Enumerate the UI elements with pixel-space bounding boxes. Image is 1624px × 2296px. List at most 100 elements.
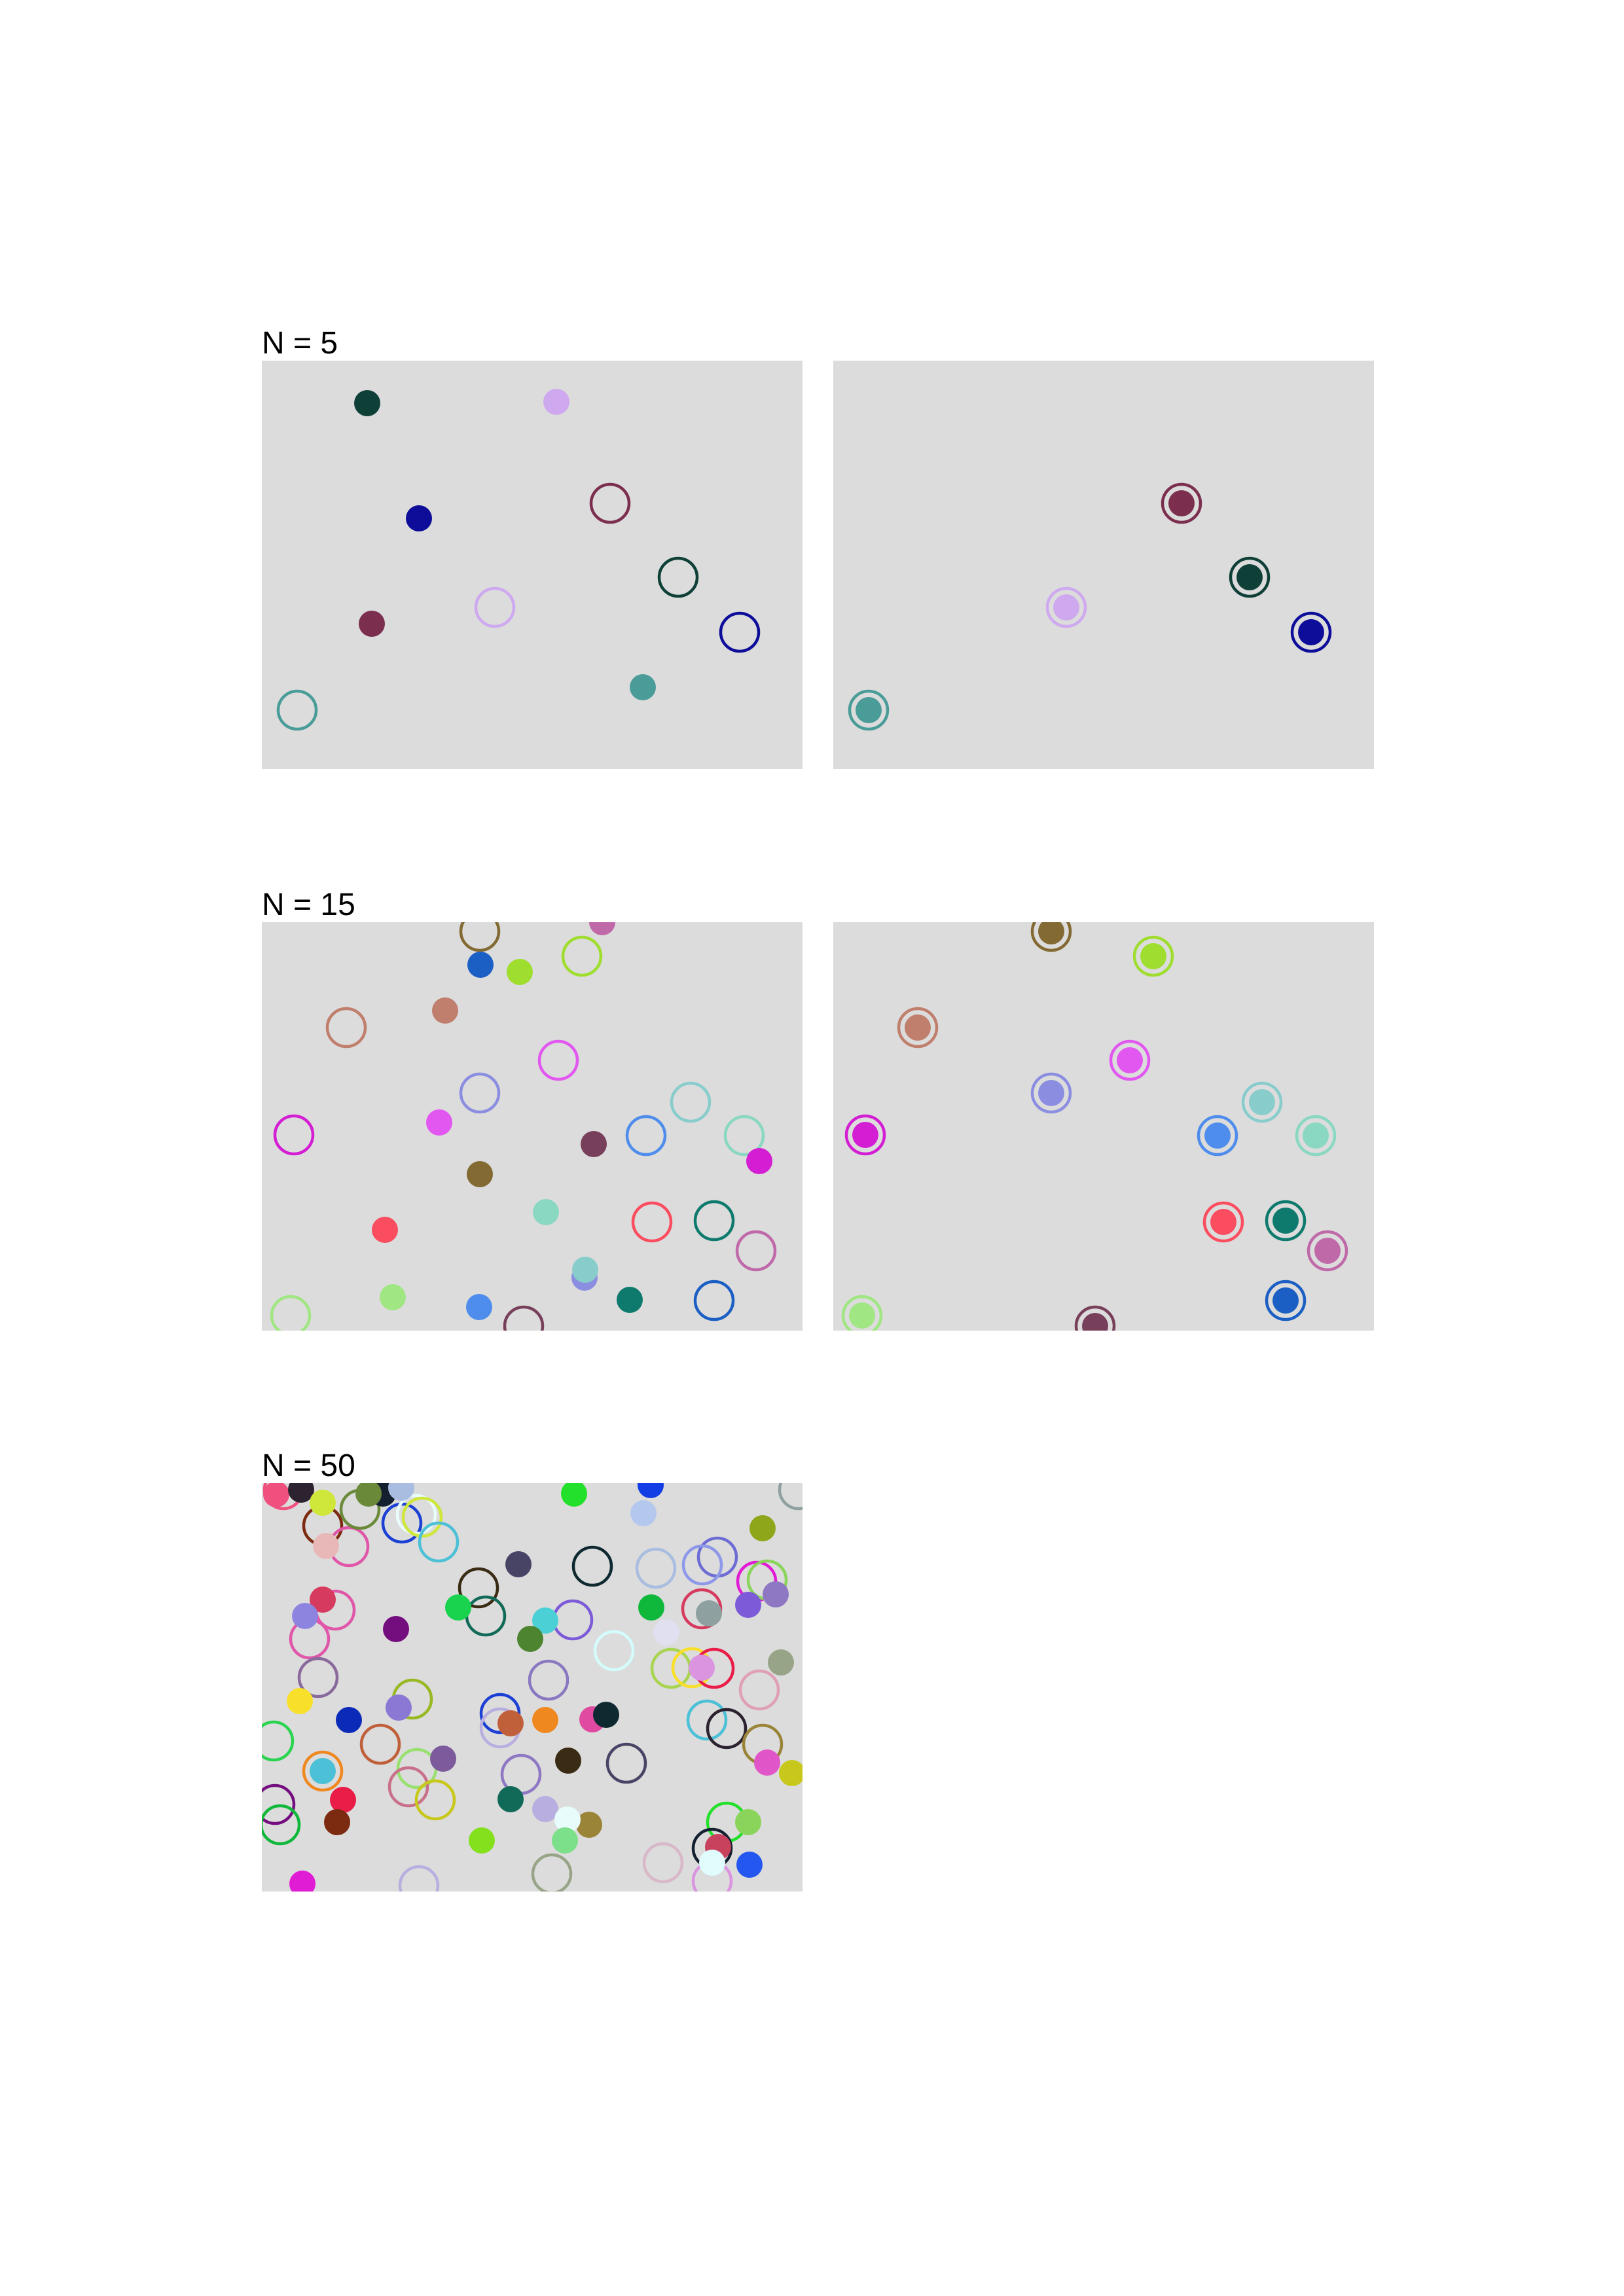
response-ring-n15-2	[325, 1007, 367, 1049]
overlay-dot-n15-8	[1303, 1122, 1329, 1149]
target-dot-n15-7	[467, 1161, 493, 1187]
target-dot-n50-12	[292, 1603, 318, 1629]
target-dot-n50-22	[768, 1649, 794, 1676]
section-label-n15: N = 15	[262, 888, 355, 922]
response-ring-n15-0	[459, 922, 501, 952]
overlay-ring-n5-2	[1045, 586, 1087, 628]
response-ring-n5-3	[719, 611, 761, 653]
target-dot-n50-38	[324, 1809, 350, 1835]
overlay-ring-n15-14	[1074, 1305, 1116, 1331]
response-ring-n5-1	[657, 556, 699, 598]
overlay-dot-n5-2	[1053, 594, 1079, 620]
target-dot-n50-41	[469, 1827, 495, 1854]
response-ring-n50-24	[528, 1659, 569, 1701]
target-dot-n50-30	[310, 1758, 336, 1784]
target-dot-n50-6	[638, 1483, 664, 1498]
target-dot-n15-14	[466, 1294, 492, 1320]
target-dot-n15-1	[507, 959, 533, 985]
target-dot-n50-45	[699, 1850, 725, 1876]
target-dot-n50-36	[497, 1786, 524, 1812]
overlay-ring-n15-12	[1265, 1280, 1307, 1321]
target-dot-n50-8	[749, 1515, 776, 1541]
response-ring-n50-12	[635, 1547, 677, 1589]
overlay-dot-n15-14	[1082, 1313, 1108, 1331]
target-panel-n15	[262, 922, 803, 1331]
target-dot-n50-19	[383, 1616, 409, 1642]
target-dot-n15-3	[432, 997, 458, 1024]
overlay-ring-n5-4	[848, 689, 890, 731]
response-ring-n50-13	[696, 1536, 738, 1578]
overlay-dot-n15-9	[1210, 1209, 1236, 1235]
overlay-ring-n15-5	[1241, 1081, 1283, 1123]
target-dot-n50-27	[532, 1707, 558, 1733]
overlay-plot-n5	[848, 482, 1332, 731]
overlay-ring-n5-1	[1229, 556, 1271, 598]
overlay-ring-n15-1	[1132, 935, 1174, 977]
overlay-dot-n15-5	[1249, 1089, 1275, 1115]
response-ring-n50-22	[297, 1657, 339, 1698]
target-dot-n15-0	[467, 952, 494, 978]
target-dot-n50-31	[430, 1746, 456, 1772]
overlay-dot-n5-4	[856, 697, 882, 723]
target-dot-n50-46	[736, 1852, 763, 1878]
target-dot-n15-8	[533, 1199, 559, 1225]
overlay-dot-n5-1	[1236, 564, 1263, 590]
target-dot-n50-20	[517, 1626, 543, 1652]
overlay-panel-n15	[833, 922, 1374, 1331]
response-ring-n50-10	[465, 1595, 507, 1637]
overlay-dot-n15-13	[849, 1302, 875, 1329]
overlay-dot-n15-12	[1272, 1287, 1299, 1314]
target-dot-n50-13	[445, 1594, 471, 1621]
target-dot-n50-43	[735, 1809, 761, 1835]
target-dot-n50-40	[554, 1806, 581, 1833]
response-ring-n50-19	[593, 1630, 635, 1672]
response-ring-n50-39	[414, 1779, 456, 1821]
overlay-dot-n15-2	[905, 1014, 931, 1041]
response-ring-n50-5	[395, 1494, 437, 1535]
target-dot-n50-48	[355, 1483, 382, 1507]
overlay-dot-n15-10	[1272, 1208, 1299, 1234]
response-ring-n15-11	[735, 1230, 777, 1272]
target-dot-n50-25	[386, 1695, 412, 1721]
target-dot-n50-1	[288, 1483, 314, 1503]
target-dot-n5-4	[630, 674, 656, 700]
target-dot-n50-17	[735, 1592, 761, 1618]
target-plot-n5	[276, 389, 761, 731]
overlay-ring-n15-8	[1295, 1115, 1337, 1157]
target-dot-n50-21	[689, 1655, 715, 1681]
response-ring-n15-8	[723, 1115, 765, 1157]
response-ring-n5-0	[589, 482, 631, 524]
response-ring-n15-6	[273, 1114, 315, 1156]
response-ring-n50-41	[605, 1742, 647, 1784]
target-dot-n50-15	[638, 1594, 664, 1621]
response-ring-n5-2	[474, 586, 516, 628]
overlay-ring-n15-6	[844, 1114, 886, 1156]
target-dot-n15-6	[746, 1148, 772, 1174]
overlay-panel-n5	[833, 361, 1374, 769]
response-ring-n15-13	[270, 1295, 312, 1331]
target-dot-n50-29	[593, 1702, 619, 1728]
response-ring-n15-9	[631, 1201, 673, 1243]
overlay-dot-n15-6	[852, 1122, 878, 1148]
target-dot-n50-2	[310, 1490, 336, 1516]
response-ring-n50-49	[398, 1865, 440, 1892]
overlay-ring-n15-3	[1109, 1039, 1151, 1081]
target-dot-n50-32	[555, 1748, 581, 1774]
target-dot-n50-39	[576, 1812, 602, 1838]
target-dot-n50-23	[287, 1688, 313, 1714]
overlay-dot-n15-11	[1314, 1238, 1341, 1264]
target-dot-n50-10	[505, 1551, 532, 1577]
overlay-ring-n15-13	[841, 1295, 883, 1331]
overlay-ring-n15-0	[1030, 922, 1072, 952]
overlay-ring-n15-9	[1202, 1201, 1244, 1243]
target-dot-n50-35	[330, 1787, 356, 1813]
target-dot-n50-4	[388, 1483, 414, 1501]
response-ring-n50-7	[418, 1521, 460, 1563]
response-ring-n50-48	[531, 1853, 573, 1892]
response-ring-n15-12	[693, 1280, 735, 1321]
response-ring-n15-4	[459, 1072, 501, 1114]
target-dot-n50-42	[552, 1827, 578, 1854]
response-ring-n50-46	[642, 1842, 684, 1884]
response-ring-n50-25	[650, 1647, 692, 1689]
target-dot-n15-4	[426, 1109, 452, 1136]
